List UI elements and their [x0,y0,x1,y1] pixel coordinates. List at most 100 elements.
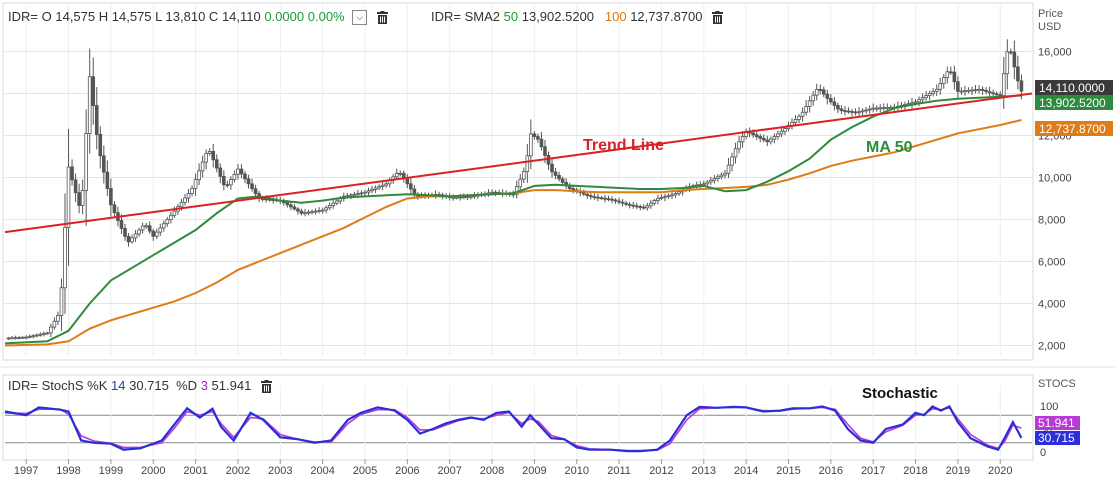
candle [719,172,724,180]
candle [613,198,618,204]
candle [963,85,967,96]
candle [514,180,519,199]
candle-body [493,191,498,194]
candle-body [412,188,417,195]
sma100-badge: 12,737.8700 [1035,121,1113,136]
candle [289,201,293,211]
candle [536,133,540,144]
candle [236,163,240,180]
candle-body [306,211,311,214]
x-tick-label: 2010 [564,465,588,477]
trash-icon[interactable] [260,380,272,394]
candle [709,176,713,185]
sma50-line [4,94,1022,345]
candle [825,89,830,105]
candle-body [1012,51,1017,68]
candle [34,333,39,338]
candle-body [529,133,533,157]
candle-body [783,128,787,132]
candle-body [458,196,463,199]
trash-icon[interactable] [712,11,724,25]
candle-body [137,229,141,235]
candle [158,223,163,236]
candlestick-series [6,39,1024,341]
candle-body [250,183,254,190]
candle [327,202,332,211]
candle-body [147,225,152,232]
candle [606,195,611,202]
price-panel-border [2,2,1034,361]
candle-body [857,111,861,114]
candle-body [490,191,494,194]
candle [571,185,576,194]
candle [649,200,653,209]
candle-body [214,159,219,169]
candle-body [518,178,523,188]
candle-body [225,184,230,187]
candle [941,73,946,89]
stoch-k-label: %K [87,378,108,393]
x-tick-label: 2008 [480,465,504,477]
x-tick-label: 2013 [692,465,716,477]
candle [310,209,314,215]
candle-body [102,155,106,173]
chevron-down-icon[interactable]: ⌵ [352,10,368,26]
candle-body [716,176,720,179]
candle-body [645,205,650,209]
candle [945,66,950,84]
candle-body [296,208,300,212]
candle [225,180,230,188]
candle [716,174,720,182]
candle [980,86,985,95]
candle-body [740,136,745,143]
candle-body [701,183,706,186]
price-y-tick-label: 16,000 [1038,47,1072,59]
candle [387,177,392,188]
candle [73,173,78,203]
candle [864,106,868,114]
candle [966,87,971,94]
candle [377,184,381,191]
candle-body [613,199,618,202]
candle [557,171,561,182]
candle [130,234,134,244]
candle-body [871,107,875,110]
change-pct: 0.00% [307,9,345,24]
candle-body [836,105,840,110]
candle-body [63,226,67,289]
candle [910,97,914,109]
candle [790,118,794,130]
candle-body [133,233,138,239]
candle-body [1001,73,1006,96]
candle-body [878,107,883,110]
candle [94,87,99,150]
candle-body [349,194,353,197]
candle [394,168,399,180]
candle [927,90,932,101]
candle-body [934,88,939,92]
sma-symbol: IDR= [431,9,461,24]
candle [154,228,159,240]
candle-body [917,99,921,103]
candle-body [818,89,823,91]
price-gridlines [5,5,1032,356]
stoch-k-badge-label: 30.715 [1038,431,1075,445]
candle [183,193,187,206]
candle-body [987,91,992,94]
candle-body [211,151,216,161]
candle-body [846,110,851,113]
x-tick-label: 2014 [734,465,758,477]
candle-body [634,205,639,208]
x-tick-label: 2001 [183,465,207,477]
candle [352,191,357,197]
candle [370,185,374,194]
candle [592,193,597,200]
candle [169,211,173,224]
candle [624,200,628,207]
trash-icon[interactable] [376,11,388,25]
candle [6,337,11,341]
candle [758,134,763,143]
candle-body [49,326,53,334]
candle [670,191,674,199]
candle-body [398,172,403,175]
